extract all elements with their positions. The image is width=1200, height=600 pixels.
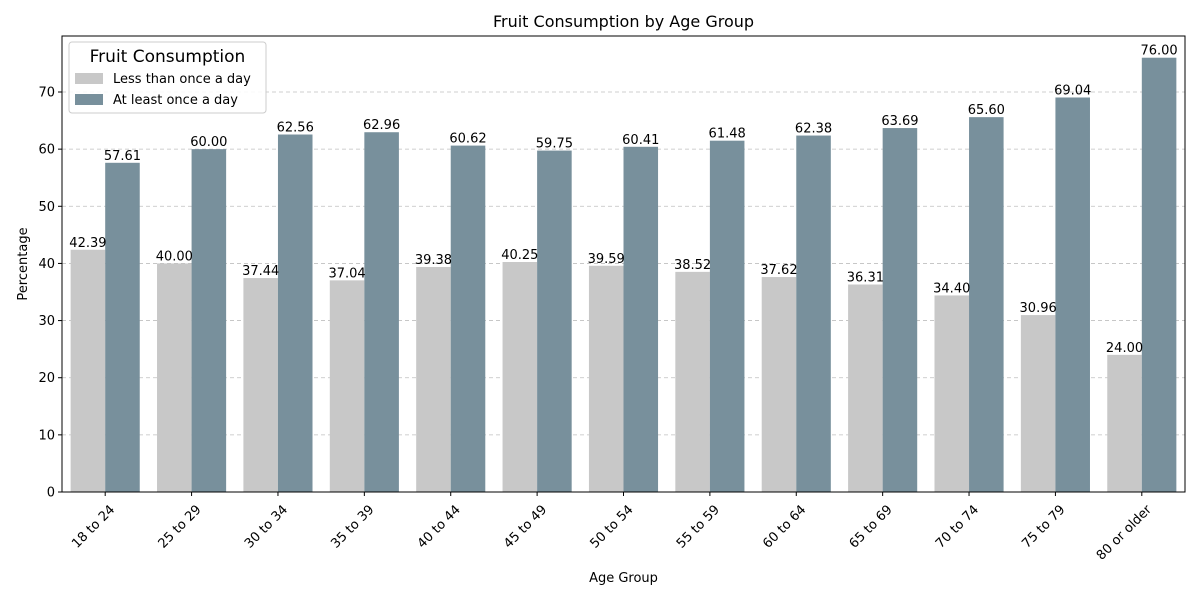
data-label: 65.60 — [968, 103, 1005, 118]
legend-label: At least once a day — [113, 93, 238, 108]
x-tick-label: 65 to 69 — [847, 502, 896, 551]
bar — [191, 149, 227, 492]
bar — [243, 278, 278, 492]
data-label: 60.41 — [622, 133, 659, 148]
data-label: 38.52 — [674, 258, 711, 273]
data-label: 59.75 — [536, 137, 573, 152]
bar — [761, 277, 797, 492]
bars — [70, 57, 1177, 493]
data-label: 76.00 — [1140, 44, 1177, 59]
y-axis-label: Percentage — [16, 227, 31, 300]
bar — [416, 266, 451, 492]
bar — [1020, 315, 1056, 492]
data-label: 60.00 — [190, 135, 227, 150]
bar — [70, 249, 106, 492]
bar — [329, 280, 365, 492]
data-label: 37.44 — [242, 264, 279, 279]
data-label: 62.56 — [277, 121, 314, 136]
data-label: 34.40 — [933, 281, 970, 296]
data-label: 63.69 — [881, 114, 918, 129]
legend-box — [68, 41, 267, 114]
bar — [934, 295, 970, 492]
y-tick-label: 70 — [38, 86, 55, 101]
bar — [1141, 57, 1177, 492]
x-tick-label: 80 or older — [1094, 502, 1155, 563]
x-tick-label: 50 to 54 — [587, 502, 636, 551]
bar — [675, 271, 710, 492]
bar — [277, 134, 313, 492]
x-tick-label: 55 to 59 — [674, 502, 723, 551]
x-tick-label: 25 to 29 — [156, 502, 205, 551]
chart-title: Fruit Consumption by Age Group — [493, 12, 754, 31]
bar — [1055, 97, 1090, 492]
data-label: 40.00 — [156, 249, 193, 264]
data-label: 69.04 — [1054, 83, 1091, 98]
data-label: 36.31 — [847, 271, 884, 286]
data-label: 60.62 — [449, 132, 486, 147]
data-label: 30.96 — [1020, 301, 1057, 316]
data-label: 37.04 — [328, 266, 365, 281]
y-tick-label: 10 — [38, 428, 55, 443]
data-label: 39.59 — [588, 252, 625, 267]
data-label: 37.62 — [760, 263, 797, 278]
bar — [1107, 354, 1142, 492]
y-tick-label: 0 — [47, 486, 55, 501]
x-tick-label: 30 to 34 — [242, 502, 291, 551]
bar — [450, 145, 486, 492]
x-tick-label: 35 to 39 — [328, 502, 377, 551]
bar — [623, 146, 659, 493]
data-label: 61.48 — [709, 127, 746, 142]
data-label: 40.25 — [501, 248, 538, 263]
y-tick-label: 60 — [38, 143, 55, 158]
x-tick-label: 45 to 49 — [501, 502, 550, 551]
bar — [588, 265, 624, 492]
bar — [848, 284, 883, 492]
data-label: 62.96 — [363, 118, 400, 133]
data-label: 42.39 — [69, 236, 106, 251]
legend: Fruit Consumption Less than once a day At… — [68, 41, 267, 114]
y-tick-label: 50 — [38, 200, 55, 215]
legend-items: Less than once a day At least once a day — [75, 72, 251, 108]
bar — [157, 263, 192, 492]
y-tick-label: 20 — [38, 371, 55, 386]
bar — [537, 150, 572, 493]
legend-swatch — [75, 73, 103, 84]
data-label: 57.61 — [104, 149, 141, 164]
x-tick-label: 75 to 79 — [1019, 502, 1068, 551]
data-label: 39.38 — [415, 253, 452, 268]
y-tick-label: 30 — [38, 314, 55, 329]
x-tick-label: 18 to 24 — [69, 502, 118, 551]
data-labels: 42.39 40.00 37.44 37.04 39.38 40.25 39.59 38.52… — [69, 44, 1177, 356]
y-tick-label: 40 — [38, 257, 55, 272]
bar — [709, 140, 745, 492]
bar — [796, 135, 831, 493]
bar — [882, 128, 918, 493]
bar — [364, 132, 399, 492]
legend-swatch — [75, 94, 103, 105]
data-label: 24.00 — [1106, 341, 1143, 356]
bar — [105, 162, 140, 493]
x-axis-label: Age Group — [589, 571, 658, 586]
legend-title: Fruit Consumption — [90, 47, 246, 67]
x-tick-label: 60 to 64 — [760, 502, 809, 551]
x-tick-label: 70 to 74 — [933, 502, 982, 551]
x-tick-label: 40 to 44 — [415, 502, 464, 551]
bar — [969, 117, 1004, 493]
legend-label: Less than once a day — [113, 72, 251, 87]
data-label: 62.38 — [795, 122, 832, 137]
bar — [502, 262, 538, 492]
